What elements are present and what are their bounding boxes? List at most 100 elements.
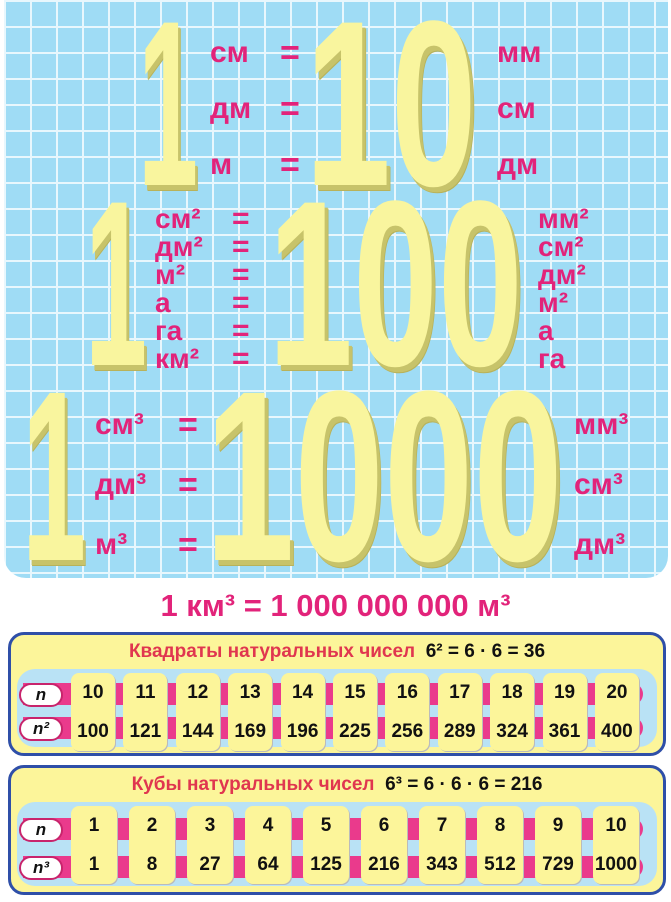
power-value: 64 — [257, 853, 279, 875]
table-column: 15 225 — [332, 673, 377, 751]
unit-left: м² — [155, 259, 186, 290]
table-column: 13 169 — [228, 673, 273, 751]
power-value: 361 — [548, 720, 581, 742]
equals-sign: = — [232, 258, 250, 291]
unit-right: дм — [497, 148, 539, 181]
table-column: 12 144 — [175, 673, 220, 751]
power-value: 121 — [129, 720, 162, 742]
power-value: 400 — [601, 720, 633, 742]
unit-right: га — [538, 343, 566, 374]
power-value: 144 — [181, 720, 214, 742]
n-label: n — [19, 818, 63, 842]
unit-left: дм — [210, 92, 252, 125]
n-value: 12 — [187, 681, 209, 703]
n-value: 9 — [552, 814, 564, 836]
n-label: n — [19, 683, 63, 707]
n-value: 19 — [553, 681, 576, 703]
squares-example: 6² = 6 · 6 = 36 — [425, 641, 546, 662]
unit-right: а — [538, 315, 554, 346]
unit-right: дм² — [538, 259, 586, 290]
n-value: 10 — [605, 814, 627, 836]
squares-table: Квадраты натуральных чисел 6² = 6 · 6 = … — [8, 632, 666, 756]
cubes-table: Кубы натуральных чисел 6³ = 6 · 6 · 6 = … — [8, 765, 666, 895]
unit-left: м — [210, 148, 233, 181]
n-value: 2 — [146, 814, 158, 836]
equals-sign: = — [280, 34, 300, 72]
cubes-title: Кубы натуральных чисел — [131, 774, 375, 795]
unit-right: дм³ — [574, 528, 626, 561]
power-value: 1 — [88, 853, 100, 875]
power-value: 100 — [77, 720, 109, 742]
unit-right: см² — [538, 231, 584, 262]
unit-right: см — [497, 92, 536, 125]
unit-left: а — [155, 287, 171, 318]
table-column: 20 400 — [594, 673, 639, 751]
power-value: 196 — [286, 720, 319, 742]
power-value: 225 — [339, 720, 371, 742]
power-value: 216 — [368, 853, 400, 875]
n-value: 20 — [606, 681, 628, 703]
volume-factor: 1000 — [205, 341, 563, 612]
table-column: 14 196 — [280, 673, 325, 751]
unit-left: см³ — [95, 408, 144, 441]
table-column: 3 27 — [187, 806, 233, 884]
unit-left: см — [210, 36, 249, 69]
power-value: 1000 — [594, 853, 638, 875]
n-value: 15 — [344, 681, 366, 703]
table-column: 5 125 — [303, 806, 349, 884]
table-column: 8 512 — [477, 806, 523, 884]
table-column: 7 343 — [419, 806, 465, 884]
n-value: 16 — [396, 681, 418, 703]
n-value: 11 — [135, 681, 156, 703]
table-column: 18 324 — [490, 673, 535, 751]
unit-left: дм³ — [95, 468, 147, 501]
n-value: 17 — [449, 681, 471, 703]
power-value: 512 — [484, 853, 516, 875]
table-column: 16 256 — [385, 673, 430, 751]
table-column: 19 361 — [542, 673, 587, 751]
volume-one: 1 — [22, 341, 87, 612]
equals-sign: = — [232, 202, 250, 235]
squares-title: Квадраты натуральных чисел — [128, 641, 416, 662]
n-value: 1 — [88, 814, 100, 836]
n-value: 14 — [291, 681, 314, 703]
table-column: 9 729 — [535, 806, 581, 884]
grid-background — [4, 0, 668, 578]
n-value: 6 — [378, 814, 390, 836]
n-value: 13 — [239, 681, 261, 703]
table-column: 4 64 — [245, 806, 291, 884]
n-value: 7 — [436, 814, 448, 836]
n-value: 18 — [501, 681, 523, 703]
unit-left: м³ — [95, 528, 128, 561]
length-one: 1 — [138, 0, 199, 236]
unit-right: мм² — [538, 203, 589, 234]
length-factor: 10 — [305, 0, 477, 236]
equals-sign: = — [232, 286, 250, 319]
unit-left: га — [155, 315, 183, 346]
power-value: 256 — [391, 720, 424, 742]
unit-right: мм³ — [574, 408, 629, 441]
area-factor: 100 — [268, 152, 523, 416]
power-value: 8 — [146, 853, 158, 875]
n-value: 3 — [204, 814, 216, 836]
power-value: 343 — [426, 853, 458, 875]
n-squared-label: n² — [19, 717, 63, 741]
cubes-example: 6³ = 6 · 6 · 6 = 216 — [385, 774, 543, 795]
equals-sign: = — [232, 314, 250, 347]
table-column: 10 1000 — [593, 806, 639, 884]
equals-sign: = — [178, 526, 198, 564]
unit-right: см³ — [574, 468, 623, 501]
table-column: 10 100 — [71, 673, 115, 751]
table-column: 17 289 — [437, 673, 482, 751]
power-value: 125 — [310, 853, 342, 875]
n-value: 10 — [82, 681, 104, 703]
unit-right: мм — [497, 36, 542, 69]
equals-sign: = — [280, 90, 300, 128]
power-value: 729 — [542, 853, 574, 875]
unit-left: км² — [155, 343, 200, 374]
table-column: 11 121 — [123, 673, 168, 751]
power-value: 169 — [234, 720, 267, 742]
power-value: 289 — [443, 720, 476, 742]
area-one: 1 — [85, 152, 148, 416]
